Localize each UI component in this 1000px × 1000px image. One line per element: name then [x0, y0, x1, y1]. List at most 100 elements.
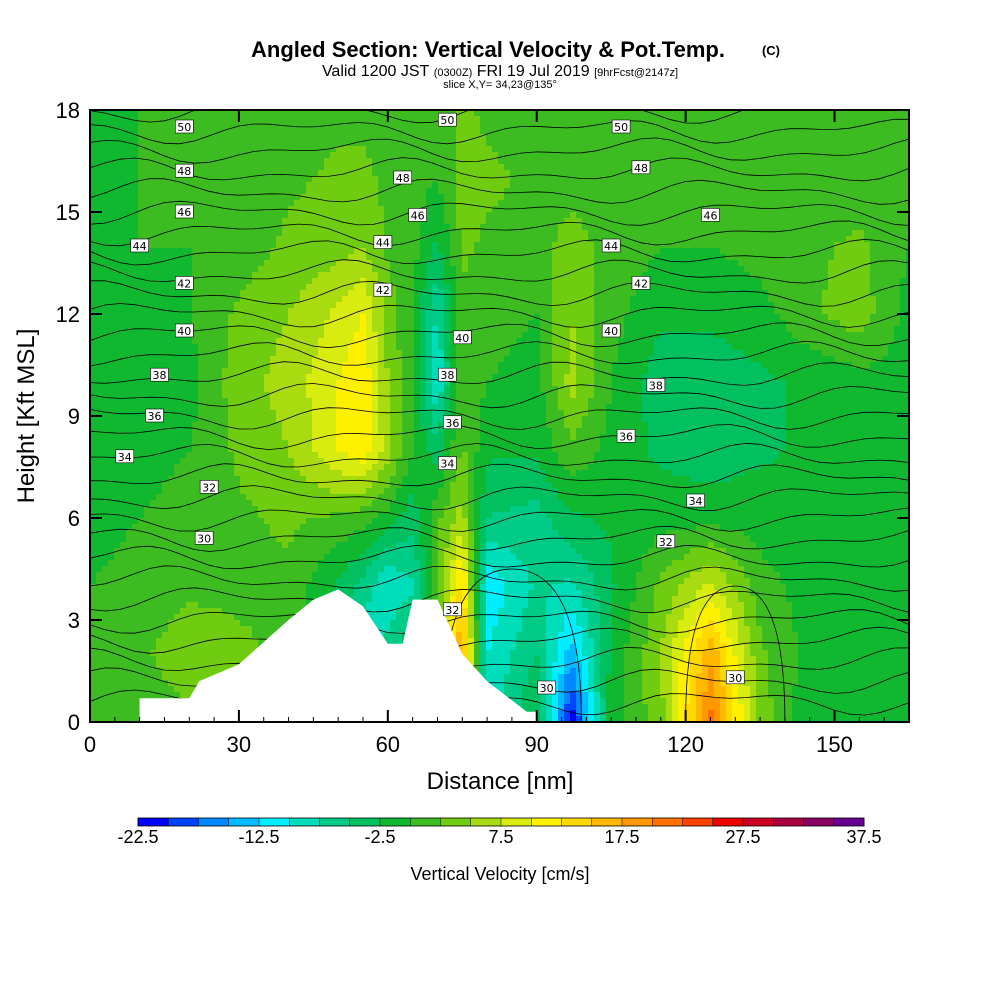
- colorbar-label: 17.5: [604, 827, 639, 847]
- contour-label-text: 50: [440, 114, 454, 127]
- contour-label: 38: [646, 378, 666, 392]
- contour-label-text: 40: [455, 332, 469, 345]
- colorbar-label: 7.5: [488, 827, 513, 847]
- contour-label-text: 36: [619, 430, 633, 443]
- contour-label: 34: [686, 493, 705, 508]
- colorbar-title: Vertical Velocity [cm/s]: [410, 864, 589, 884]
- y-tick-label: 6: [68, 506, 80, 531]
- colorbar-swatch: [380, 818, 411, 826]
- contour-label: 50: [611, 119, 631, 134]
- terrain-mask: [90, 589, 537, 722]
- y-tick-label: 15: [56, 200, 80, 225]
- contour-label-text: 30: [197, 532, 211, 545]
- colorbar-swatch: [803, 818, 835, 826]
- colorbar-swatch: [198, 818, 230, 826]
- colorbar-label: 27.5: [725, 827, 760, 847]
- colorbar-swatch: [531, 818, 562, 826]
- contour-label: 44: [601, 238, 621, 253]
- contour-label-text: 38: [440, 369, 454, 382]
- colorbar-swatch: [682, 818, 714, 826]
- contour-label: 36: [443, 415, 462, 430]
- x-tick-label: 90: [524, 732, 548, 757]
- colorbar-swatch: [591, 818, 623, 826]
- contour-label-text: 46: [177, 206, 191, 219]
- y-tick-label: 18: [56, 98, 80, 123]
- colorbar-swatch: [319, 818, 351, 826]
- contour-label: 40: [601, 323, 621, 338]
- colorbar-swatch: [833, 818, 865, 826]
- contour-label: 34: [438, 456, 457, 471]
- y-tick-label: 0: [68, 710, 80, 735]
- contour-label: 50: [438, 112, 457, 127]
- slice-info: slice X,Y= 34,23@135°: [443, 79, 557, 91]
- potential-temperature-contours: [90, 110, 909, 722]
- contour-label-text: 44: [604, 240, 618, 253]
- contour-label-text: 40: [177, 325, 191, 338]
- y-tick-label: 12: [56, 302, 80, 327]
- contour-label-text: 30: [540, 682, 554, 695]
- contour-label: 40: [175, 323, 194, 338]
- contour-label: 42: [175, 276, 194, 290]
- contour-label-text: 34: [118, 451, 132, 464]
- contour-label: 32: [443, 602, 462, 617]
- contour-label: 30: [537, 680, 556, 695]
- colorbar-swatch: [501, 818, 532, 826]
- contour-label-text: 34: [689, 495, 703, 508]
- x-tick-label: 120: [667, 732, 704, 757]
- contour-label-text: 48: [634, 162, 648, 175]
- contour-label: 38: [150, 367, 169, 382]
- colorbar-swatch: [168, 818, 199, 826]
- contour-label-text: 42: [376, 284, 390, 297]
- y-tick-label: 3: [68, 608, 80, 633]
- contour-label: 36: [616, 429, 636, 443]
- y-axis-label: Height [Kft MSL]: [13, 329, 40, 504]
- contour-label: 48: [631, 160, 651, 175]
- colorbar-swatch: [561, 818, 593, 826]
- contour-label-text: 50: [614, 121, 628, 134]
- contour-label: 44: [373, 235, 393, 250]
- colorbar-swatch: [440, 818, 472, 826]
- contour-label-text: 46: [411, 209, 425, 222]
- y-tick-label: 9: [68, 404, 80, 429]
- contour-label-text: 32: [445, 604, 459, 617]
- contour-label-text: 48: [396, 172, 410, 185]
- contour-label-text: 42: [177, 277, 191, 290]
- contour-label-text: 34: [440, 458, 454, 471]
- colorbar-label: -22.5: [117, 827, 158, 847]
- contour-label: 48: [175, 163, 194, 178]
- contour-label: 46: [701, 208, 720, 222]
- colorbar: [137, 817, 865, 827]
- contour-label-text: 44: [133, 240, 147, 253]
- colorbar-labels: -22.5 -12.5 -2.5 7.5 17.5 27.5 37.5: [117, 827, 881, 847]
- colorbar-swatch: [259, 818, 290, 826]
- contour-label: 40: [452, 330, 472, 345]
- colorbar-swatch: [773, 818, 804, 826]
- chart-subtitle: Valid 1200 JST (0300Z) FRI 19 Jul 2019 […: [322, 63, 678, 80]
- colorbar-swatch: [712, 818, 744, 826]
- contour-label: 38: [438, 367, 457, 382]
- colorbar-swatch: [743, 818, 774, 826]
- contour-label-text: 44: [376, 237, 390, 250]
- colorbar-swatch: [138, 818, 169, 826]
- contour-label-text: 42: [634, 277, 648, 290]
- contour-label-text: 36: [445, 417, 459, 430]
- colorbar-swatch: [228, 818, 260, 826]
- colorbar-swatch: [652, 818, 683, 826]
- x-axis: 0 30 60 90 120 150: [84, 110, 910, 757]
- chart-title: Angled Section: Vertical Velocity & Pot.…: [251, 37, 725, 62]
- x-tick-label: 30: [227, 732, 251, 757]
- colorbar-swatch: [289, 818, 320, 826]
- contour-label: 48: [393, 170, 413, 185]
- contour-label-text: 40: [604, 325, 618, 338]
- contour-label: 34: [115, 449, 135, 464]
- contour-label-text: 46: [703, 209, 717, 222]
- contour-label: 32: [656, 534, 676, 549]
- colorbar-label: -12.5: [238, 827, 279, 847]
- contour-label: 36: [145, 408, 164, 423]
- contour-label: 30: [194, 531, 214, 545]
- contour-label: 50: [175, 119, 194, 134]
- contour-label: 44: [130, 238, 149, 253]
- colorbar-label: 37.5: [846, 827, 881, 847]
